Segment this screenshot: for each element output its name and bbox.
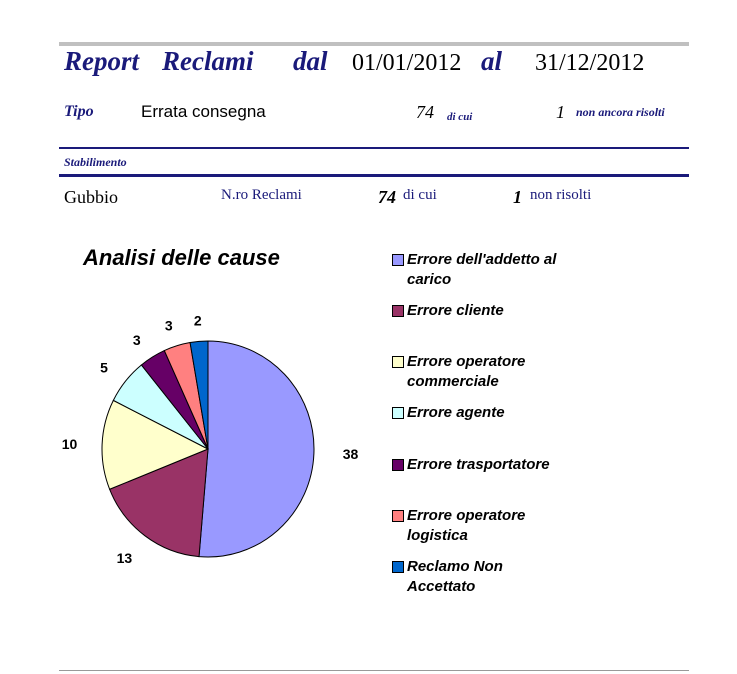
legend-swatch (392, 407, 404, 419)
legend-swatch (392, 510, 404, 522)
legend-swatch (392, 356, 404, 368)
pie-data-label: 5 (100, 360, 108, 376)
legend-label: Accettato (407, 578, 476, 595)
chart-title: Analisi delle cause (83, 245, 280, 270)
tipo-label: Tipo (64, 103, 94, 120)
legend-label: Reclamo Non (407, 558, 503, 575)
legend-label: Errore operatore (407, 507, 526, 524)
pie-data-label: 10 (62, 436, 78, 452)
reclami-label: Reclami (162, 46, 254, 76)
stabilimento-unresolved-label: non risolti (530, 187, 592, 203)
nro-reclami-label: N.ro Reclami (221, 187, 302, 203)
dal-label: dal (293, 46, 328, 76)
legend-label: Errore trasportatore (407, 456, 550, 473)
legend-label: carico (407, 271, 452, 288)
pie-data-label: 3 (133, 332, 141, 348)
legend-swatch (392, 459, 404, 471)
legend-label: Errore agente (407, 404, 505, 421)
pie-slice (108, 448, 209, 558)
pie-data-label: 13 (117, 550, 133, 566)
tipo-count: 74 (416, 102, 434, 122)
legend-swatch (392, 561, 404, 573)
stabilimento-name: Gubbio (64, 187, 118, 207)
legend-label: Errore dell'addetto al (407, 251, 557, 268)
report-label: Report (64, 46, 140, 76)
bottom-rule (59, 670, 689, 671)
date-from: 01/01/2012 (352, 50, 462, 76)
stabilimento-rule-bottom (59, 174, 689, 177)
stabilimento-di-cui: di cui (403, 187, 437, 203)
legend-label: logistica (407, 527, 468, 544)
pie-slice (198, 340, 315, 558)
legend-label: Errore operatore (407, 353, 526, 370)
legend-swatch (392, 254, 404, 266)
tipo-value: Errata consegna (141, 102, 266, 121)
date-to: 31/12/2012 (535, 50, 645, 76)
stabilimento-label: Stabilimento (64, 155, 127, 169)
pie-slice (189, 340, 209, 450)
stabilimento-rule-top (59, 147, 689, 149)
tipo-unresolved-label: non ancora risolti (576, 105, 665, 119)
pie-data-label: 2 (194, 312, 202, 328)
pie-data-label: 38 (343, 446, 359, 462)
tipo-unresolved: 1 (556, 102, 565, 122)
tipo-di-cui: di cui (447, 111, 473, 123)
legend-label: commerciale (407, 373, 499, 390)
stabilimento-unresolved: 1 (513, 187, 522, 207)
pie-slice (101, 399, 210, 490)
top-rule (59, 42, 689, 46)
legend-swatch (392, 305, 404, 317)
pie-data-label: 3 (165, 317, 173, 333)
al-label: al (481, 46, 503, 76)
legend-label: Errore cliente (407, 302, 504, 319)
stabilimento-count: 74 (378, 187, 396, 207)
